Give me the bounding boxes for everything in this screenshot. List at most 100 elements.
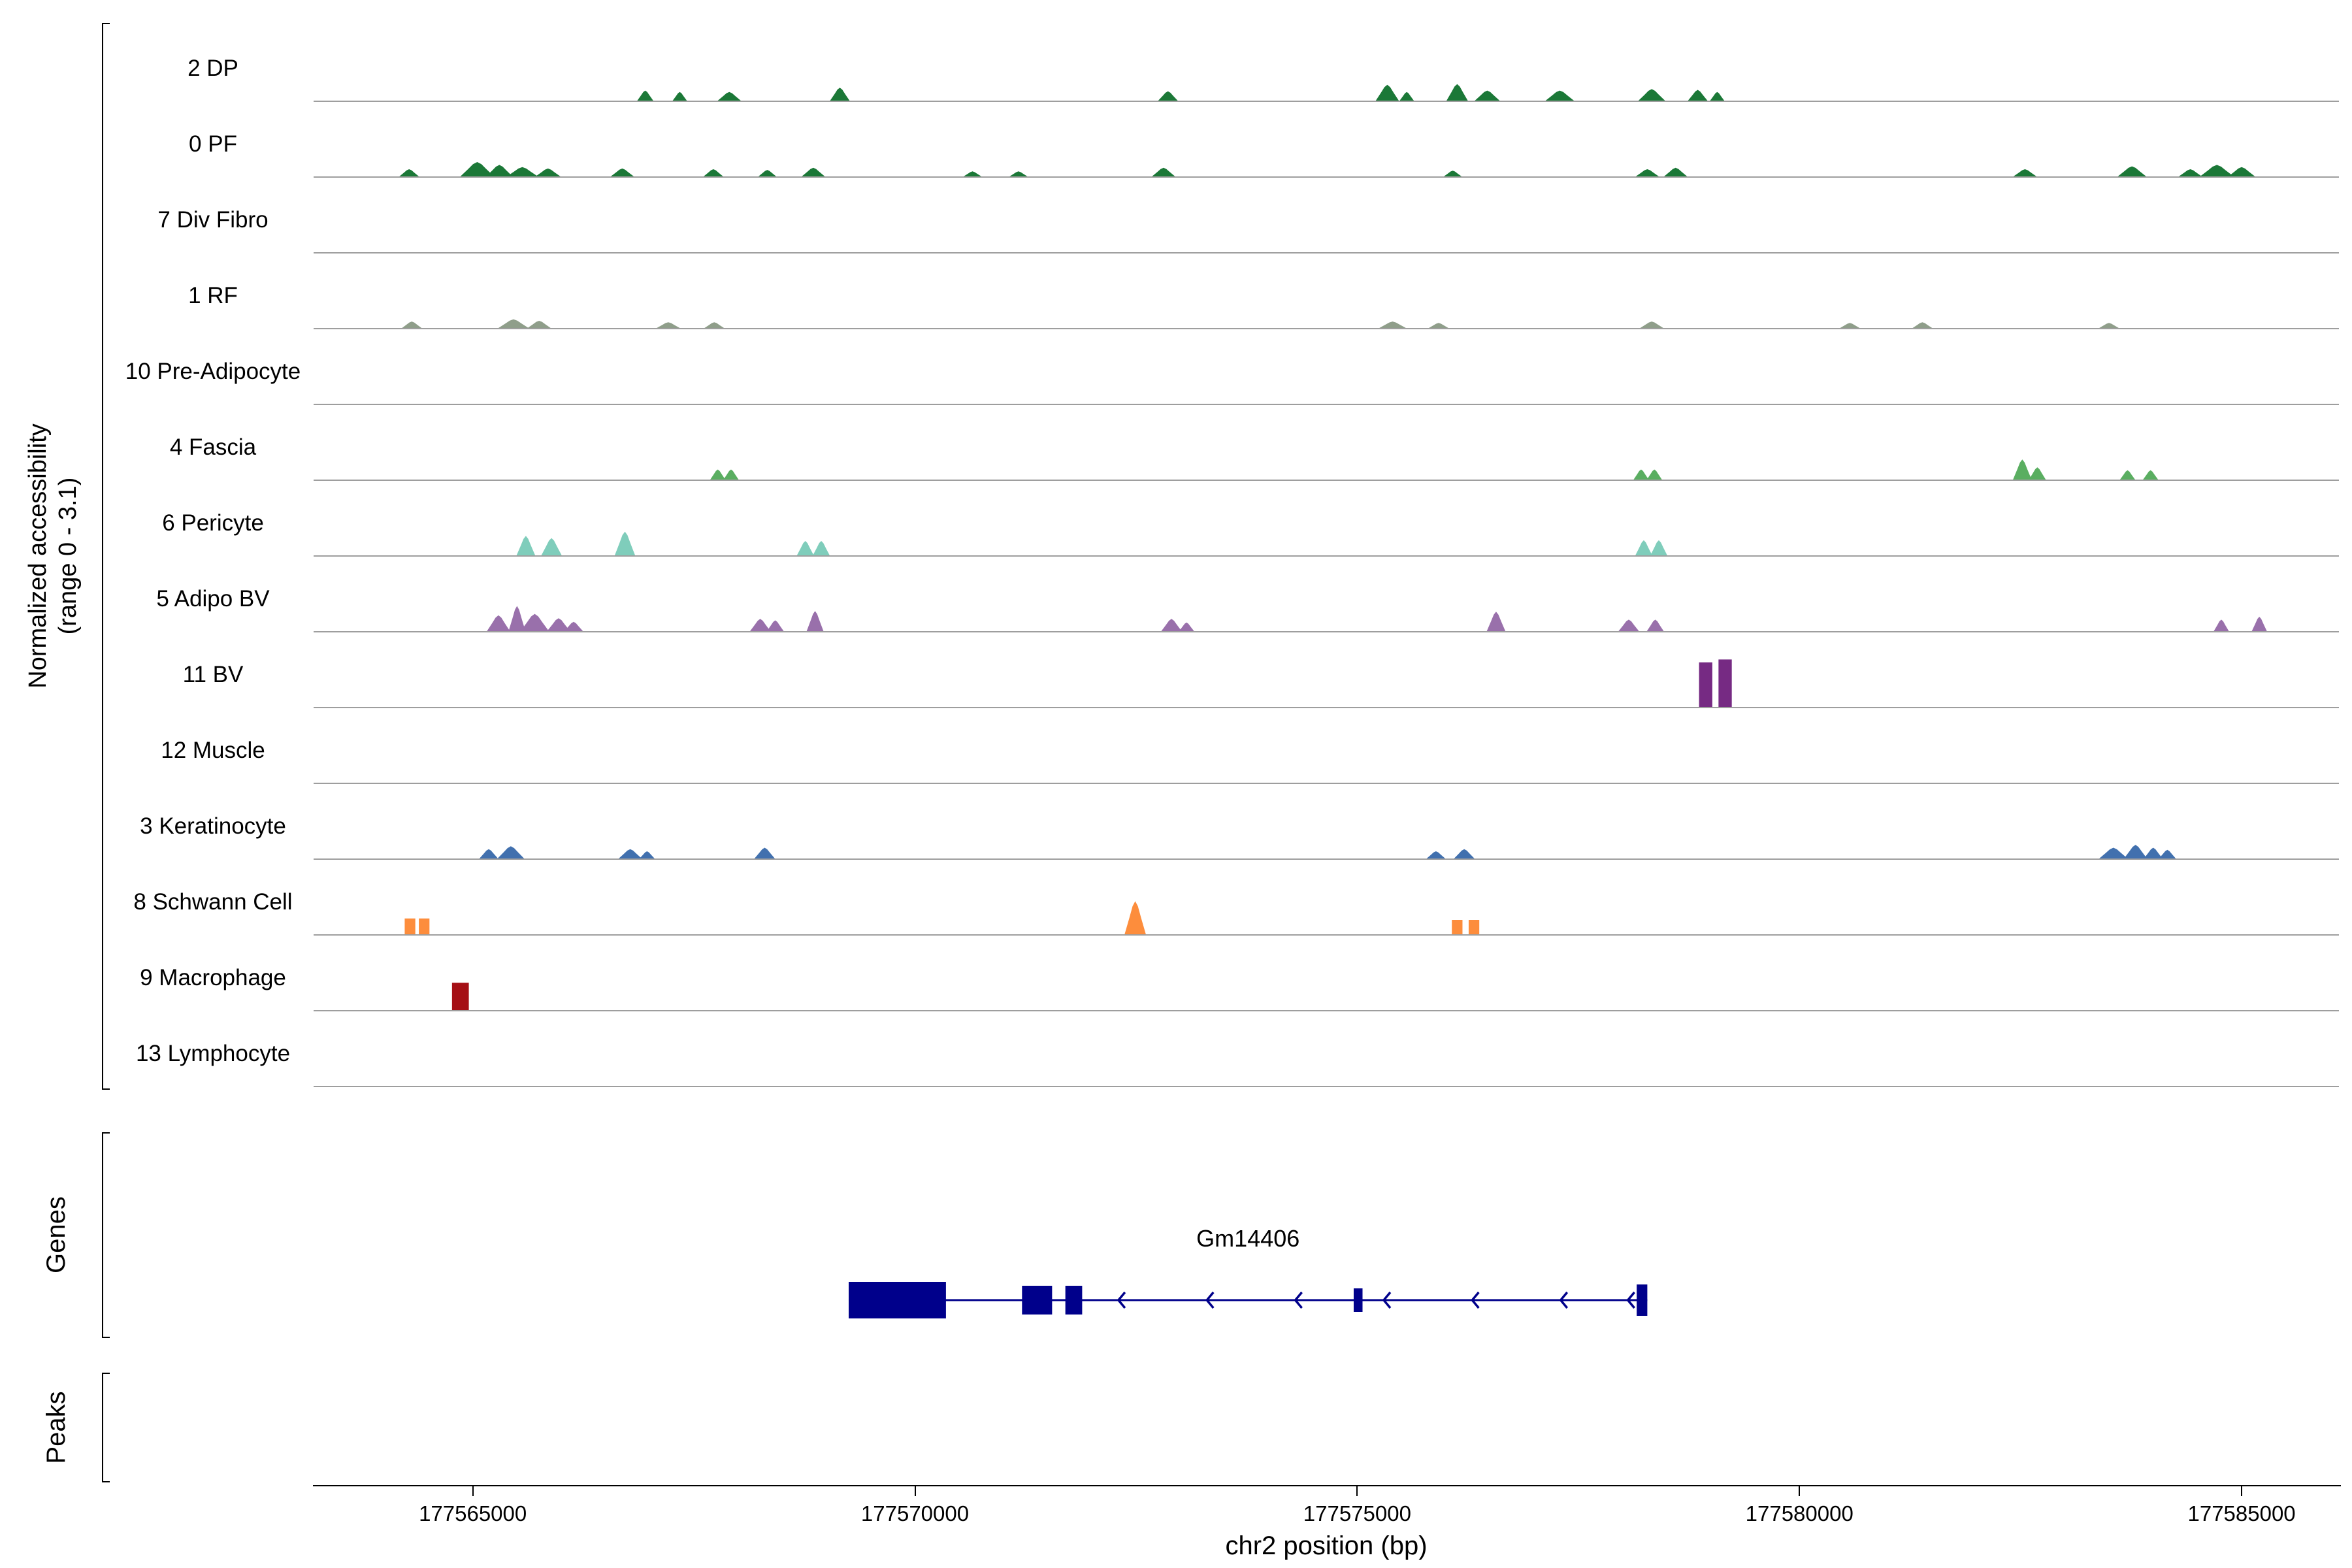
track-row-11-bv: 11 BV: [0, 632, 2352, 708]
track-signal-5-adipo-bv: [314, 606, 2339, 632]
accessibility-peak: [1009, 171, 1028, 176]
accessibility-peak: [704, 322, 725, 328]
accessibility-peak: [2119, 470, 2135, 480]
accessibility-peak: [766, 620, 784, 631]
accessibility-peak: [717, 91, 741, 101]
x-tick-mark: [2241, 1486, 2243, 1496]
track-signal-11-bv: [314, 659, 2339, 708]
track-label-5-adipo-bv: 5 Adipo BV: [156, 586, 270, 612]
accessibility-peak: [520, 613, 549, 631]
track-signal-0-pf: [314, 162, 2339, 178]
accessibility-peak: [2159, 849, 2176, 858]
track-row-13-lymphocyte: 13 Lymphocyte: [0, 1011, 2352, 1087]
track-signal-13-lymphocyte: [314, 1086, 2339, 1087]
x-tick-mark: [472, 1486, 474, 1496]
accessibility-peak: [399, 169, 419, 176]
accessibility-peak: [2200, 165, 2234, 176]
gene-name-label: Gm14406: [1196, 1225, 1299, 1252]
accessibility-peak: [1475, 90, 1500, 101]
gene-exon: [1353, 1288, 1363, 1312]
x-tick-label: 177580000: [1745, 1501, 1854, 1526]
accessibility-peak: [758, 170, 776, 176]
accessibility-peak: [497, 846, 525, 858]
accessibility-peak: [506, 167, 538, 176]
accessibility-peak: [2228, 167, 2255, 176]
accessibility-peak: [2251, 617, 2267, 631]
track-signal-10-pre-adipocyte: [314, 404, 2339, 405]
peaks-section-label: Peaks: [42, 1391, 71, 1464]
track-label-11-bv: 11 BV: [182, 662, 244, 687]
accessibility-peak: [710, 469, 726, 480]
accessibility-peak: [2099, 847, 2128, 858]
peaks-axis-bracket: [102, 1373, 110, 1482]
accessibility-peak: [813, 541, 830, 555]
track-label-13-lymphocyte: 13 Lymphocyte: [135, 1041, 291, 1066]
accessibility-peak: [1429, 323, 1448, 328]
track-label-2-dp: 2 DP: [188, 56, 238, 81]
accessibility-peak: [657, 322, 680, 328]
track-label-4-fascia: 4 Fascia: [169, 434, 257, 460]
accessibility-peak: [2013, 459, 2032, 480]
accessibility-peak: [703, 169, 723, 176]
gene-exon: [1637, 1284, 1648, 1316]
accessibility-peak: [1375, 84, 1399, 101]
x-tick-label: 177585000: [2187, 1501, 2296, 1526]
accessibility-peak: [1486, 612, 1506, 631]
accessibility-peak: [619, 849, 642, 858]
accessibility-peak: [1635, 169, 1659, 176]
accessibility-peak: [1446, 84, 1468, 101]
accessibility-peak: [1640, 321, 1663, 328]
accessibility-peak: [637, 90, 653, 101]
x-tick-mark: [914, 1486, 916, 1496]
track-row-9-macrophage: 9 Macrophage: [0, 936, 2352, 1011]
accessibility-peak: [1718, 659, 1732, 707]
accessibility-peak: [516, 536, 536, 555]
track-signal-6-pericyte: [314, 531, 2339, 557]
strand-arrow-left: [1382, 1291, 1392, 1309]
track-row-7-div-fibro: 7 Div Fibro: [0, 178, 2352, 253]
accessibility-peak: [2144, 847, 2163, 858]
accessibility-peak: [1912, 322, 1933, 328]
accessibility-peak: [1468, 920, 1480, 934]
accessibility-peak: [2178, 169, 2202, 176]
track-row-6-pericyte: 6 Pericyte: [0, 481, 2352, 557]
strand-arrow-left: [1205, 1291, 1215, 1309]
x-tick-mark: [1799, 1486, 1801, 1496]
accessibility-peak: [508, 606, 526, 631]
accessibility-peak: [485, 165, 513, 176]
track-label-7-div-fibro: 7 Div Fibro: [157, 207, 269, 233]
accessibility-peak: [1444, 171, 1462, 176]
accessibility-peak: [1646, 619, 1664, 631]
track-signal-9-macrophage: [314, 983, 2339, 1011]
x-tick-label: 177570000: [860, 1501, 970, 1526]
accessibility-peak: [639, 851, 655, 858]
gene-exon: [1022, 1286, 1053, 1315]
strand-arrow-left: [1626, 1291, 1635, 1309]
gene-model-plot: Gm14406: [848, 1225, 1648, 1318]
track-signal-3-keratinocyte: [314, 845, 2339, 860]
accessibility-peak: [1618, 619, 1639, 631]
accessibility-peak: [754, 847, 775, 858]
track-label-12-muscle: 12 Muscle: [161, 738, 265, 763]
accessibility-peak: [1688, 90, 1708, 101]
track-row-10-pre-adipocyte: 10 Pre-Adipocyte: [0, 329, 2352, 405]
tracks-axis-bracket: [102, 23, 110, 1090]
accessibility-peak: [750, 619, 771, 631]
track-signal-12-muscle: [314, 783, 2339, 784]
accessibility-peak: [2029, 467, 2046, 480]
x-axis-line: [313, 1485, 2341, 1486]
track-label-8-schwann-cell: 8 Schwann Cell: [133, 889, 293, 915]
accessibility-peak: [1452, 920, 1463, 934]
track-signal-1-rf: [314, 319, 2339, 329]
track-label-10-pre-adipocyte: 10 Pre-Adipocyte: [125, 359, 301, 384]
genes-axis-bracket: [102, 1132, 110, 1338]
accessibility-peak: [1179, 622, 1194, 631]
accessibility-peak: [402, 321, 422, 328]
track-row-4-fascia: 4 Fascia: [0, 405, 2352, 481]
accessibility-peak: [535, 168, 561, 176]
accessibility-peak: [2143, 470, 2159, 480]
track-row-3-keratinocyte: 3 Keratinocyte: [0, 784, 2352, 860]
gene-exon: [848, 1282, 946, 1318]
accessibility-peak: [2117, 166, 2146, 176]
accessibility-peak: [806, 611, 824, 631]
